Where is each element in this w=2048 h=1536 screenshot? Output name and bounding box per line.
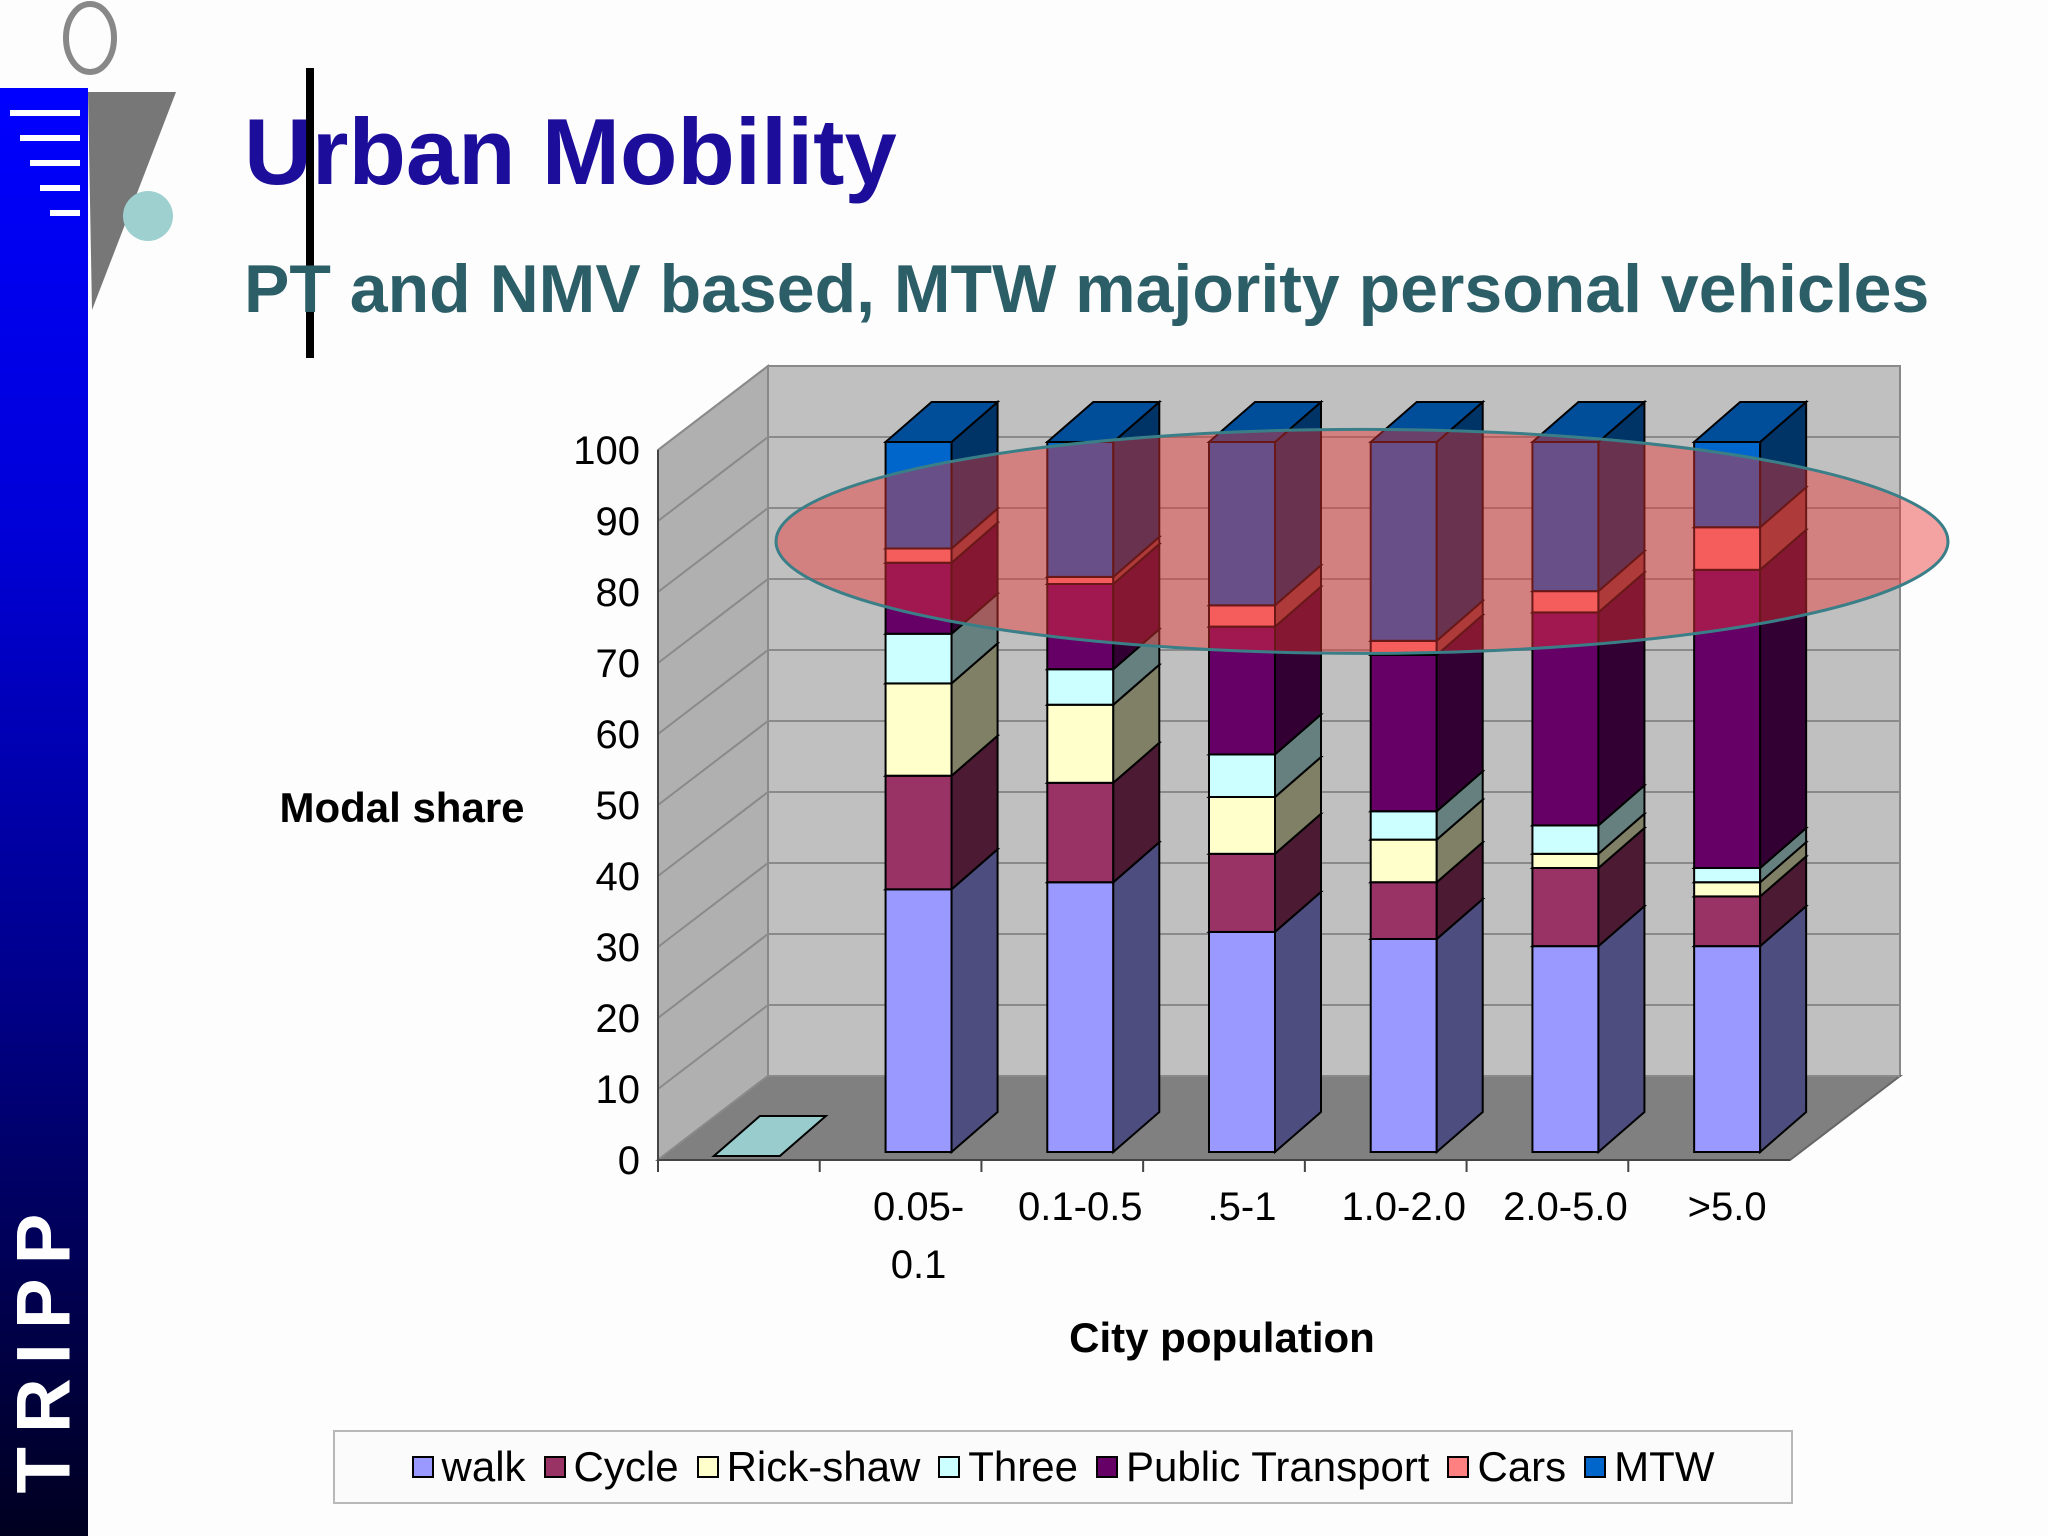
legend-item: Cycle (543, 1443, 679, 1491)
legend-label: Public Transport (1126, 1443, 1430, 1490)
y-tick-label: 80 (596, 571, 641, 615)
grid-line (657, 933, 1900, 1019)
legend-swatch (938, 1456, 961, 1478)
grid-line (657, 862, 1900, 948)
bar-segment (1044, 840, 1162, 1155)
grid-line (657, 791, 1900, 877)
bar-segment (1529, 399, 1648, 594)
y-tick-label: 60 (596, 713, 641, 757)
legend-label: MTW (1614, 1443, 1715, 1490)
bar-segment (1044, 399, 1162, 580)
stacked-bar-chart: 0 10 20 30 40 50 60 70 80 90 100 0.05- 0.1 0.1-0.5 .5… (279, 363, 1950, 1361)
x-tick-label: 0.1 (891, 1243, 947, 1287)
legend-label: Cycle (573, 1443, 679, 1490)
grid-line (657, 1075, 1900, 1161)
legend-label: Rick-shaw (726, 1443, 921, 1490)
x-tick-label: 0.1-0.5 (1018, 1185, 1143, 1229)
bar-segment (882, 399, 1001, 551)
bar-empty (711, 1115, 829, 1157)
grid-line (657, 436, 1900, 522)
highlight-ellipse (774, 427, 1950, 655)
tripp-logo-icon (10, 1, 176, 310)
highlight-ellipse-shape (774, 427, 1950, 655)
legend-item: Cars (1447, 1443, 1566, 1491)
x-tick-label: 1.0-2.0 (1341, 1185, 1466, 1229)
bar-segment (1206, 399, 1324, 608)
title-rule (306, 68, 314, 358)
y-tick-label: 30 (596, 926, 641, 970)
grid-line (657, 365, 1900, 451)
grid-line (657, 507, 1900, 593)
grid-line (657, 578, 1900, 664)
y-axis-ticks: 0 10 20 30 40 50 60 70 80 90 100 (573, 429, 1790, 1183)
x-tick-label: 2.0-5.0 (1503, 1185, 1628, 1229)
x-tick-label: >5.0 (1688, 1185, 1767, 1229)
y-tick-label: 40 (596, 855, 641, 899)
sidebar-band: TRIPP (0, 88, 88, 1536)
bar-segment (1368, 399, 1486, 643)
y-tick-label: 10 (596, 1068, 641, 1112)
legend-label: walk (441, 1443, 526, 1490)
legend-swatch (543, 1456, 566, 1478)
legend-item: Three (938, 1443, 1078, 1491)
legend-swatch (1584, 1456, 1607, 1478)
legend-swatch (411, 1456, 434, 1478)
legend-label: Cars (1477, 1443, 1567, 1490)
legend-item: walk (411, 1443, 526, 1491)
chart-legend: walk Cycle Rick-shaw Three Public Transport C… (333, 1430, 1793, 1504)
legend-item: Public Transport (1096, 1443, 1429, 1491)
bar-segment (882, 847, 1001, 1155)
y-tick-label: 20 (596, 997, 641, 1041)
y-tick-label: 0 (618, 1139, 640, 1183)
grid-line (657, 1004, 1900, 1090)
bar-segment (882, 733, 1001, 892)
legend-item: MTW (1584, 1443, 1714, 1491)
legend-swatch (1447, 1456, 1470, 1478)
legend-swatch (696, 1456, 719, 1478)
x-axis-ticks: 0.05- 0.1 0.1-0.5 .5-1 1.0-2.0 2.0-5.0 >5.0 (657, 1160, 1767, 1287)
x-tick-label: .5-1 (1208, 1185, 1277, 1229)
y-tick-label: 70 (596, 642, 641, 686)
slide-title: Urban Mobility (244, 99, 897, 204)
slide-subtitle: PT and NMV based, MTW majority personal … (244, 251, 1930, 327)
legend-swatch (1096, 1456, 1118, 1478)
y-tick-label: 90 (596, 500, 641, 544)
legend-item: Rick-shaw (696, 1443, 921, 1491)
x-tick-label: 0.05- (873, 1185, 964, 1229)
grid-line (657, 720, 1900, 806)
y-tick-label: 100 (573, 429, 640, 473)
legend-label: Three (968, 1443, 1078, 1490)
bar-series (711, 399, 1809, 1157)
y-tick-label: 50 (596, 784, 641, 828)
y-axis-label: Modal share (279, 784, 524, 831)
x-axis-label: City population (1069, 1314, 1375, 1361)
